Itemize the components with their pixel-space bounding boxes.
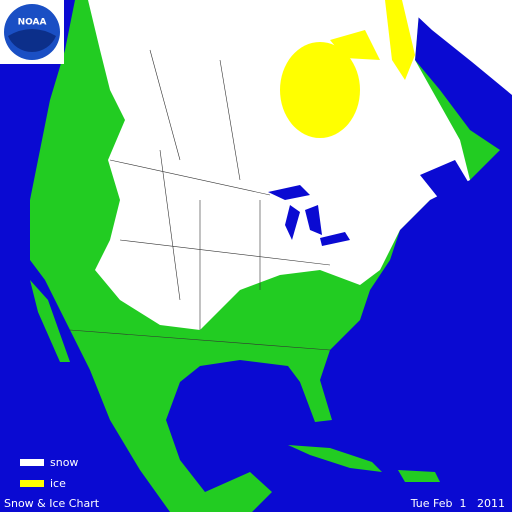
ice-gulf: [330, 30, 380, 60]
hispaniola: [398, 470, 440, 482]
great-lakes: [268, 185, 350, 246]
logo-wave: [8, 29, 56, 53]
baja: [30, 280, 70, 362]
logo-label: NOAA: [18, 18, 47, 28]
hudson-bay-ice: [280, 42, 360, 138]
borders: [69, 49, 331, 351]
legend-label-ice: ice: [50, 477, 66, 490]
legend-swatch-snow: [20, 459, 44, 466]
footer-date: Tue Feb 1 2011: [410, 497, 505, 510]
legend-label-snow: snow: [50, 456, 78, 469]
footer-title: Snow & Ice Chart: [4, 497, 100, 510]
cuba: [288, 445, 382, 472]
ice-strip: [385, 0, 415, 80]
greenland: [400, 0, 512, 95]
gulf-of-st-lawrence: [420, 160, 470, 200]
legend-swatch-ice: [20, 480, 44, 487]
